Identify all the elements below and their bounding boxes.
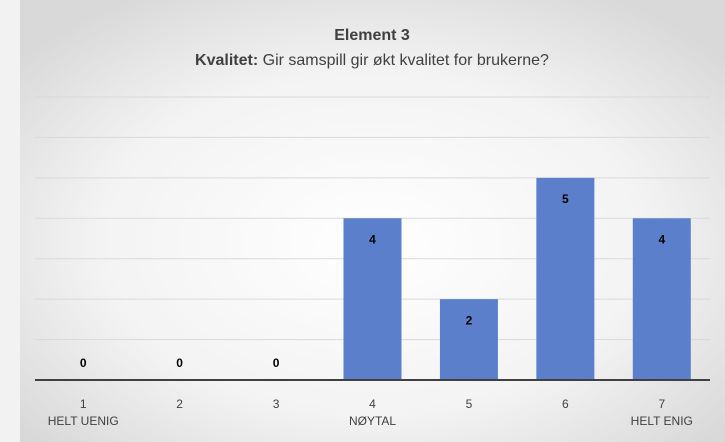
x-tick-label: 6 (562, 397, 569, 411)
data-label: 2 (466, 313, 473, 327)
x-tick-label: 7 (658, 397, 665, 411)
x-tick-label: 5 (466, 397, 473, 411)
subtitle-bold: Kvalitet: (195, 52, 258, 69)
data-label: 0 (80, 356, 87, 370)
x-tick-label: 1 (80, 397, 87, 411)
x-tick-label: 2 (176, 397, 183, 411)
data-label: 5 (562, 192, 569, 206)
chart-title: Element 3 (334, 27, 410, 44)
bar (343, 218, 402, 380)
x-tick-sublabel: HELT ENIG (631, 414, 693, 428)
x-tick-label: 4 (369, 397, 376, 411)
bar (439, 299, 498, 380)
bar (632, 218, 691, 380)
chart-subtitle: Kvalitet: Gir samspill gir økt kvalitet … (195, 52, 549, 69)
data-label: 0 (273, 356, 280, 370)
bar (536, 177, 595, 380)
subtitle-text: Gir samspill gir økt kvalitet for bruker… (263, 52, 549, 69)
data-label: 4 (369, 232, 376, 246)
x-tick-label: 3 (273, 397, 280, 411)
x-tick-sublabel: HELT UENIG (48, 414, 119, 428)
data-label: 4 (658, 232, 665, 246)
x-tick-sublabel: NØYTAL (349, 414, 396, 428)
data-label: 0 (176, 356, 183, 370)
